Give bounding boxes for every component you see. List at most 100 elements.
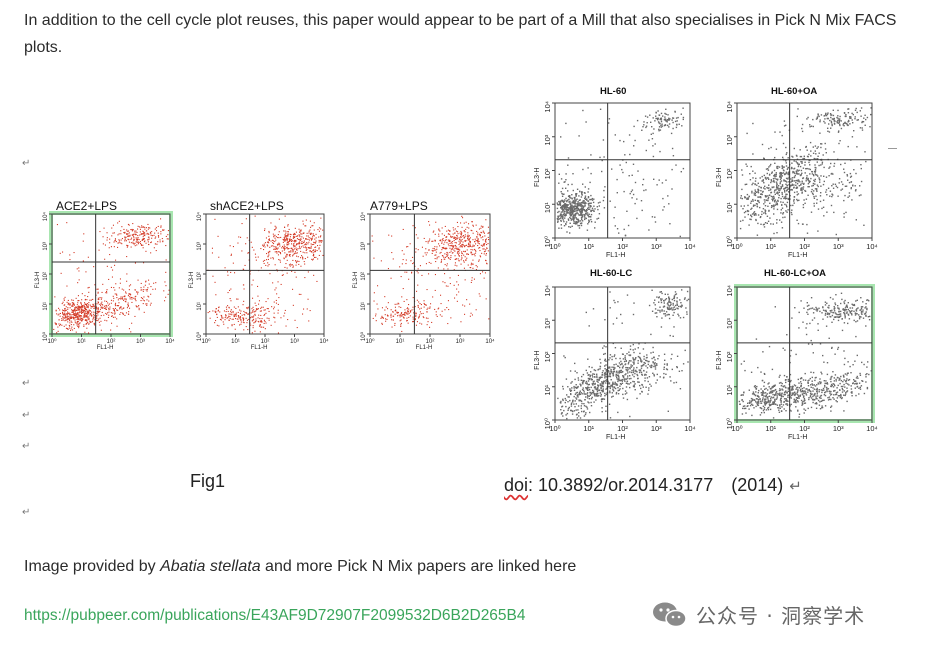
x-axis-label: FL1-H (788, 434, 807, 441)
y-axis-label: FL3-H (716, 168, 723, 187)
y-tick-label: 10¹ (543, 384, 552, 395)
y-tick-label: 10³ (543, 134, 552, 145)
credit-paragraph: Image provided by Abatia stellata and mo… (24, 553, 576, 580)
wechat-icon (653, 602, 687, 627)
y-tick-label: 10² (543, 351, 552, 362)
x-tick-label: 10¹ (765, 242, 776, 251)
x-tick-label: 10⁴ (165, 338, 175, 345)
return-mark: ↵ (789, 478, 802, 495)
scatter-points (556, 107, 685, 238)
scatter-points (207, 215, 324, 334)
x-axis-label: FL1-H (251, 345, 268, 351)
x-tick-label: 10⁴ (485, 338, 495, 345)
y-tick-label: 10⁰ (725, 418, 734, 429)
x-tick-label: 10³ (833, 424, 844, 433)
x-tick-label: 10³ (651, 242, 662, 251)
doi-label: doi (504, 475, 529, 495)
y-axis-label: FL3-H (534, 350, 541, 369)
x-tick-label: 10² (426, 339, 435, 345)
x-tick-label: 10³ (136, 339, 145, 345)
x-tick-label: 10¹ (396, 339, 405, 345)
watermark: 公众号 · 洞察学术 (652, 600, 865, 629)
plot-title-ace2-lps: ACE2+LPS (56, 199, 118, 213)
x-axis-label: FL1-H (788, 252, 807, 259)
x-tick-label: 10² (261, 339, 270, 345)
x-tick-label: 10² (617, 242, 628, 251)
pubpeer-link[interactable]: https://pubpeer.com/publications/E43AF9D… (24, 607, 526, 624)
x-tick-label: 10¹ (77, 339, 86, 345)
y-tick-label: 10⁴ (196, 212, 203, 222)
y-tick-label: 10² (361, 272, 367, 281)
y-tick-label: 10¹ (361, 302, 367, 311)
y-tick-label: 10⁴ (725, 285, 734, 297)
scatter-points (557, 289, 690, 420)
y-axis-label: FL3-H (534, 168, 541, 187)
fig1-caption: Fig1 (190, 471, 226, 491)
x-tick-label: 10⁴ (319, 338, 329, 345)
paragraph-marker: ↵ (22, 158, 31, 169)
credit-prefix: Image provided by (24, 558, 161, 575)
y-tick-label: 10⁰ (543, 236, 552, 247)
intro-paragraph: In addition to the cell cycle plot reuse… (24, 12, 897, 56)
plot-frame (736, 102, 873, 239)
x-tick-label: 10⁰ (549, 424, 560, 433)
x-tick-label: 10³ (651, 424, 662, 433)
x-tick-label: 10² (617, 424, 628, 433)
x-tick-label: 10⁰ (549, 242, 560, 251)
x-tick-label: 10¹ (231, 339, 240, 345)
credit-suffix: and more Pick N Mix papers are linked he… (260, 558, 577, 575)
scatter-points (53, 218, 170, 334)
plot-title-shace2-lps: shACE2+LPS (210, 199, 284, 213)
y-tick-label: 10¹ (43, 302, 49, 311)
y-tick-label: 10⁰ (543, 418, 552, 429)
y-tick-label: 10³ (43, 242, 49, 251)
watermark-text: 公众号 · 洞察学术 (696, 604, 866, 628)
plot-title-hl60-oa: HL-60+OA (771, 86, 818, 97)
y-tick-label: 10³ (197, 242, 203, 251)
y-tick-label: 10² (543, 168, 552, 179)
y-tick-label: 10² (197, 272, 203, 281)
y-tick-label: 10³ (725, 318, 734, 329)
y-tick-label: 10² (725, 168, 734, 179)
plot-title-hl60-lc-oa: HL-60-LC+OA (764, 268, 827, 279)
plot-title-hl60: HL-60 (600, 86, 627, 97)
y-tick-label: 10⁰ (42, 331, 49, 341)
x-tick-label: 10⁰ (731, 242, 742, 251)
x-axis-label: FL1-H (606, 434, 625, 441)
y-tick-label: 10⁰ (360, 331, 367, 341)
paragraph-marker: ↵ (22, 378, 31, 389)
y-tick-label: 10⁴ (543, 285, 552, 297)
y-tick-label: 10⁴ (360, 212, 367, 222)
x-tick-label: 10¹ (583, 424, 594, 433)
x-tick-label: 10⁰ (47, 338, 57, 345)
y-axis-label: FL3-H (35, 272, 41, 289)
y-tick-label: 10¹ (197, 302, 203, 311)
x-axis-label: FL1-H (97, 345, 114, 351)
plot-title-hl60-lc: HL-60-LC (590, 268, 633, 279)
x-tick-label: 10² (799, 424, 810, 433)
y-tick-label: 10² (43, 272, 49, 281)
y-tick-label: 10³ (725, 134, 734, 145)
x-tick-label: 10⁴ (866, 424, 878, 433)
x-tick-label: 10³ (456, 339, 465, 345)
x-tick-label: 10⁰ (201, 338, 211, 345)
y-tick-label: 10¹ (725, 384, 734, 395)
y-tick-label: 10³ (361, 242, 367, 251)
paragraph-marker: ↵ (22, 507, 31, 518)
scatter-points (739, 107, 872, 236)
x-axis-label: FL1-H (416, 345, 433, 351)
doi-value: : 10.3892/or.2014.3177 (2014) (528, 475, 784, 495)
x-tick-label: 10³ (290, 339, 299, 345)
scatter-points (738, 292, 872, 419)
x-tick-label: 10⁴ (684, 424, 696, 433)
y-axis-label: FL3-H (353, 272, 359, 289)
facs-figure: 10⁰10⁰10¹10¹10²10²10³10³10⁴10⁴FL1-HFL3-H… (35, 101, 878, 441)
editor-dash (888, 148, 897, 149)
